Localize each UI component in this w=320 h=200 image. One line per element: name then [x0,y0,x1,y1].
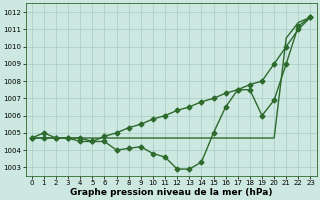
X-axis label: Graphe pression niveau de la mer (hPa): Graphe pression niveau de la mer (hPa) [70,188,272,197]
